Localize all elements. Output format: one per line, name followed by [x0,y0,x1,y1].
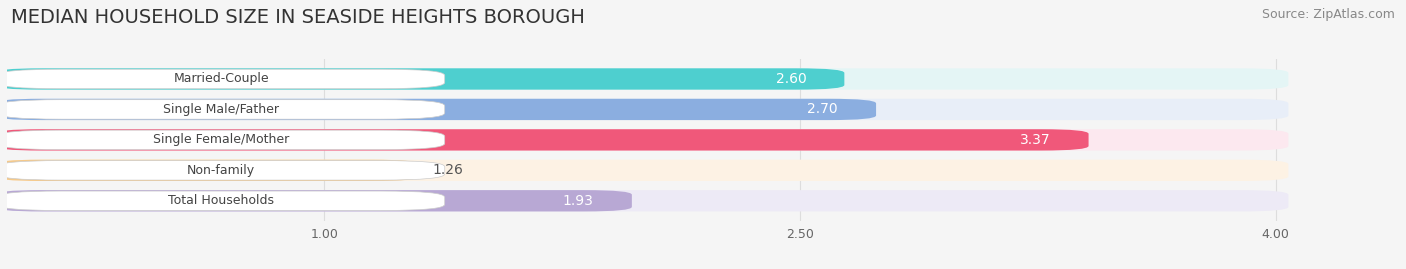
FancyBboxPatch shape [0,191,444,211]
Text: Non-family: Non-family [187,164,254,177]
Text: 3.37: 3.37 [1019,133,1050,147]
Text: 2.60: 2.60 [776,72,806,86]
FancyBboxPatch shape [0,68,1288,90]
FancyBboxPatch shape [0,129,1288,151]
Text: Single Male/Father: Single Male/Father [163,103,280,116]
Text: MEDIAN HOUSEHOLD SIZE IN SEASIDE HEIGHTS BOROUGH: MEDIAN HOUSEHOLD SIZE IN SEASIDE HEIGHTS… [11,8,585,27]
Text: Married-Couple: Married-Couple [173,72,269,86]
FancyBboxPatch shape [0,190,631,211]
FancyBboxPatch shape [0,129,1088,151]
Text: Total Households: Total Households [169,194,274,207]
FancyBboxPatch shape [0,160,419,181]
Text: 1.26: 1.26 [432,163,463,177]
FancyBboxPatch shape [0,99,1288,120]
FancyBboxPatch shape [0,161,444,180]
FancyBboxPatch shape [0,69,444,89]
Text: 1.93: 1.93 [562,194,593,208]
Text: 2.70: 2.70 [807,102,838,116]
FancyBboxPatch shape [0,130,444,150]
FancyBboxPatch shape [0,68,845,90]
FancyBboxPatch shape [0,99,876,120]
FancyBboxPatch shape [0,160,1288,181]
FancyBboxPatch shape [0,190,1288,211]
FancyBboxPatch shape [0,100,444,119]
Text: Source: ZipAtlas.com: Source: ZipAtlas.com [1261,8,1395,21]
Text: Single Female/Mother: Single Female/Mother [153,133,290,146]
